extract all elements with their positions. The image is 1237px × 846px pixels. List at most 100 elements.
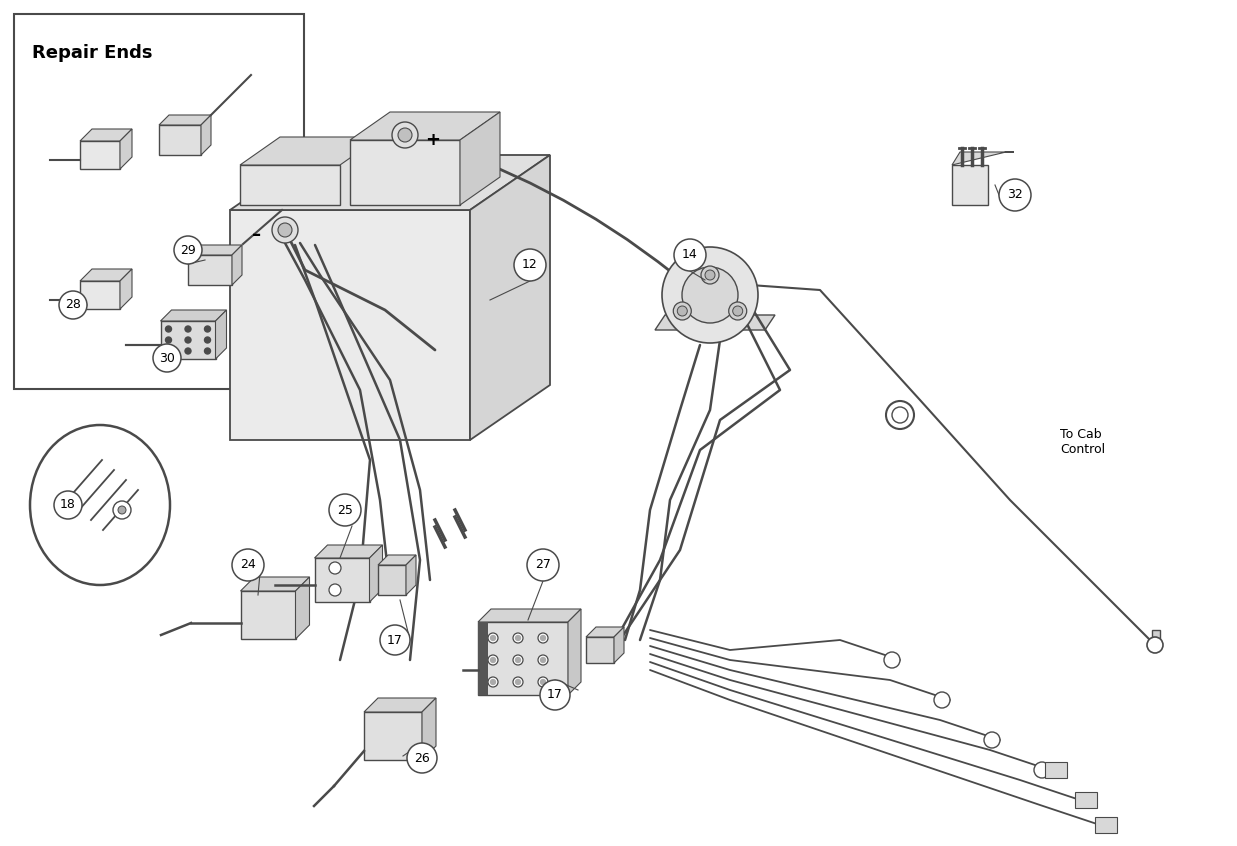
Polygon shape bbox=[460, 112, 500, 205]
Text: 14: 14 bbox=[682, 249, 698, 261]
Circle shape bbox=[884, 652, 901, 668]
Circle shape bbox=[489, 633, 499, 643]
Polygon shape bbox=[350, 112, 500, 140]
Circle shape bbox=[174, 236, 202, 264]
Circle shape bbox=[538, 677, 548, 687]
Circle shape bbox=[662, 247, 758, 343]
Text: 28: 28 bbox=[66, 299, 80, 311]
Polygon shape bbox=[406, 555, 416, 595]
Circle shape bbox=[166, 326, 172, 332]
Bar bbox=[14, 14, 304, 389]
Ellipse shape bbox=[30, 425, 169, 585]
Polygon shape bbox=[586, 627, 623, 637]
Circle shape bbox=[541, 680, 570, 710]
Polygon shape bbox=[240, 137, 380, 165]
Circle shape bbox=[489, 655, 499, 665]
Polygon shape bbox=[80, 141, 120, 169]
Circle shape bbox=[113, 501, 131, 519]
Polygon shape bbox=[379, 555, 416, 565]
Bar bbox=[477, 622, 489, 695]
Circle shape bbox=[204, 337, 210, 343]
Circle shape bbox=[380, 625, 409, 655]
Circle shape bbox=[329, 584, 341, 596]
Circle shape bbox=[527, 549, 559, 581]
Circle shape bbox=[674, 239, 706, 271]
Circle shape bbox=[166, 337, 172, 343]
Circle shape bbox=[541, 679, 546, 684]
Circle shape bbox=[54, 491, 82, 519]
Circle shape bbox=[538, 655, 548, 665]
Text: –: – bbox=[252, 226, 261, 244]
Circle shape bbox=[541, 657, 546, 662]
Circle shape bbox=[392, 122, 418, 148]
Circle shape bbox=[186, 348, 190, 354]
Circle shape bbox=[489, 677, 499, 687]
Bar bbox=[1075, 792, 1097, 808]
Circle shape bbox=[186, 326, 190, 332]
Polygon shape bbox=[120, 129, 132, 169]
Polygon shape bbox=[477, 609, 581, 622]
Polygon shape bbox=[230, 155, 550, 210]
Polygon shape bbox=[379, 565, 406, 595]
Circle shape bbox=[118, 506, 126, 514]
Polygon shape bbox=[296, 577, 309, 639]
Circle shape bbox=[1034, 762, 1050, 778]
Circle shape bbox=[166, 348, 172, 354]
Text: 26: 26 bbox=[414, 751, 430, 765]
Polygon shape bbox=[350, 140, 460, 205]
Circle shape bbox=[999, 179, 1030, 211]
Circle shape bbox=[407, 743, 437, 773]
Polygon shape bbox=[614, 627, 623, 663]
Polygon shape bbox=[233, 245, 242, 285]
Circle shape bbox=[513, 655, 523, 665]
Polygon shape bbox=[230, 210, 470, 440]
Text: 17: 17 bbox=[547, 689, 563, 701]
Text: 24: 24 bbox=[240, 558, 256, 572]
Polygon shape bbox=[364, 698, 435, 712]
Polygon shape bbox=[477, 622, 568, 695]
Bar bbox=[1152, 630, 1160, 645]
Circle shape bbox=[538, 633, 548, 643]
Circle shape bbox=[329, 494, 361, 526]
Circle shape bbox=[204, 348, 210, 354]
Circle shape bbox=[701, 266, 719, 284]
Polygon shape bbox=[314, 558, 370, 602]
Circle shape bbox=[513, 633, 523, 643]
Polygon shape bbox=[314, 545, 382, 558]
Circle shape bbox=[516, 657, 521, 662]
Circle shape bbox=[682, 267, 738, 323]
Polygon shape bbox=[80, 281, 120, 309]
Circle shape bbox=[491, 657, 496, 662]
Polygon shape bbox=[161, 310, 226, 321]
Text: 27: 27 bbox=[536, 558, 550, 572]
Circle shape bbox=[673, 302, 691, 320]
Circle shape bbox=[491, 679, 496, 684]
Polygon shape bbox=[586, 637, 614, 663]
Polygon shape bbox=[240, 577, 309, 591]
Polygon shape bbox=[656, 315, 776, 330]
Circle shape bbox=[516, 679, 521, 684]
Polygon shape bbox=[422, 698, 435, 760]
Polygon shape bbox=[80, 129, 132, 141]
Polygon shape bbox=[160, 125, 200, 155]
Polygon shape bbox=[370, 545, 382, 602]
Circle shape bbox=[513, 677, 523, 687]
Polygon shape bbox=[240, 591, 296, 639]
Text: 32: 32 bbox=[1007, 189, 1023, 201]
Text: 30: 30 bbox=[160, 351, 174, 365]
Circle shape bbox=[678, 306, 688, 316]
Bar bbox=[1045, 762, 1068, 778]
Circle shape bbox=[886, 401, 914, 429]
Text: 25: 25 bbox=[336, 503, 353, 517]
Polygon shape bbox=[952, 152, 1014, 165]
Bar bbox=[1095, 817, 1117, 833]
Circle shape bbox=[729, 302, 747, 320]
Circle shape bbox=[153, 344, 181, 372]
Circle shape bbox=[541, 635, 546, 640]
Circle shape bbox=[515, 249, 546, 281]
Polygon shape bbox=[240, 165, 340, 205]
Circle shape bbox=[732, 306, 742, 316]
Polygon shape bbox=[568, 609, 581, 695]
Polygon shape bbox=[215, 310, 226, 359]
Polygon shape bbox=[188, 245, 242, 255]
